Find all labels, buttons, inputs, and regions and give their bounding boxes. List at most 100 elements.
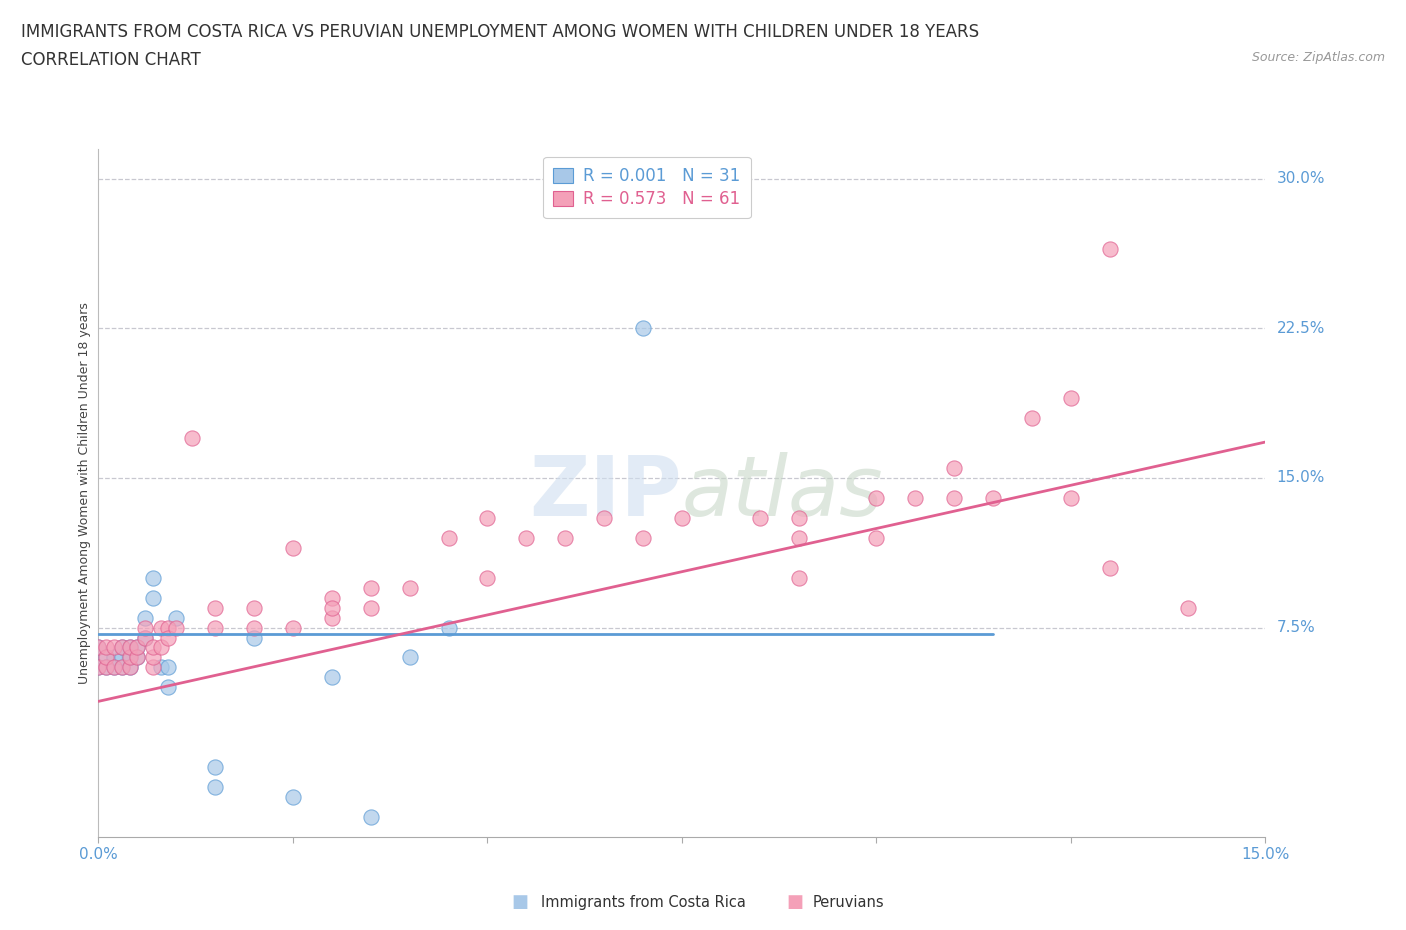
Point [437, 620, 460, 635]
Point [787, 511, 810, 525]
Point [157, 680, 180, 695]
Point [204, 760, 226, 775]
Point [111, 640, 134, 655]
Point [103, 660, 125, 675]
Point [981, 490, 1004, 505]
Point [865, 530, 887, 545]
Point [321, 591, 343, 605]
Point [157, 631, 180, 645]
Point [118, 640, 141, 655]
Point [515, 530, 537, 545]
Point [111, 650, 134, 665]
Text: CORRELATION CHART: CORRELATION CHART [21, 51, 201, 69]
Point [281, 790, 304, 804]
Text: 7.5%: 7.5% [1277, 620, 1315, 635]
Point [134, 631, 156, 645]
Point [127, 640, 149, 655]
Point [204, 600, 226, 615]
Point [165, 610, 187, 625]
Point [142, 640, 165, 655]
Point [96, 650, 118, 665]
Point [631, 321, 654, 336]
Point [103, 650, 125, 665]
Point [477, 570, 499, 585]
Point [321, 610, 343, 625]
Point [142, 650, 165, 665]
Point [96, 640, 118, 655]
Text: Peruvians: Peruvians [813, 895, 884, 910]
Point [398, 580, 420, 595]
Point [142, 570, 165, 585]
Text: Immigrants from Costa Rica: Immigrants from Costa Rica [541, 895, 747, 910]
Point [865, 490, 887, 505]
Point [142, 591, 165, 605]
Point [142, 660, 165, 675]
Point [118, 660, 141, 675]
Point [127, 650, 149, 665]
Point [554, 530, 576, 545]
Point [477, 511, 499, 525]
Point [180, 431, 202, 445]
Point [149, 640, 172, 655]
Point [321, 600, 343, 615]
Point [204, 620, 226, 635]
Point [165, 620, 187, 635]
Point [360, 600, 382, 615]
Point [1021, 411, 1043, 426]
Text: 30.0%: 30.0% [1277, 171, 1324, 186]
Point [321, 670, 343, 684]
Point [134, 610, 156, 625]
Point [748, 511, 770, 525]
Point [87, 660, 110, 675]
Point [243, 620, 266, 635]
Point [118, 640, 141, 655]
Point [360, 580, 382, 595]
Text: 22.5%: 22.5% [1277, 321, 1324, 336]
Point [904, 490, 927, 505]
Point [103, 640, 125, 655]
Point [281, 620, 304, 635]
Point [134, 620, 156, 635]
Point [87, 660, 110, 675]
Point [103, 660, 125, 675]
Y-axis label: Unemployment Among Women with Children Under 18 years: Unemployment Among Women with Children U… [79, 302, 91, 684]
Point [127, 650, 149, 665]
Point [87, 640, 110, 655]
Point [96, 650, 118, 665]
Point [593, 511, 616, 525]
Text: ■: ■ [512, 893, 529, 911]
Point [96, 660, 118, 675]
Point [204, 779, 226, 794]
Point [1060, 391, 1083, 405]
Point [149, 660, 172, 675]
Text: ■: ■ [786, 893, 803, 911]
Text: ZIP: ZIP [530, 452, 682, 534]
Point [1098, 241, 1121, 256]
Point [118, 650, 141, 665]
Point [243, 631, 266, 645]
Point [134, 631, 156, 645]
Text: Source: ZipAtlas.com: Source: ZipAtlas.com [1251, 51, 1385, 64]
Point [787, 530, 810, 545]
Point [127, 640, 149, 655]
Point [149, 620, 172, 635]
Point [111, 660, 134, 675]
Point [1098, 560, 1121, 575]
Text: atlas: atlas [682, 452, 883, 534]
Point [360, 810, 382, 825]
Point [96, 660, 118, 675]
Point [157, 660, 180, 675]
Point [787, 570, 810, 585]
Point [671, 511, 693, 525]
Point [157, 620, 180, 635]
Point [398, 650, 420, 665]
Point [87, 640, 110, 655]
Point [943, 490, 966, 505]
Text: IMMIGRANTS FROM COSTA RICA VS PERUVIAN UNEMPLOYMENT AMONG WOMEN WITH CHILDREN UN: IMMIGRANTS FROM COSTA RICA VS PERUVIAN U… [21, 23, 979, 41]
Point [1060, 490, 1083, 505]
Point [243, 600, 266, 615]
Point [631, 530, 654, 545]
Point [111, 640, 134, 655]
Text: 15.0%: 15.0% [1277, 471, 1324, 485]
Legend: R = 0.001   N = 31, R = 0.573   N = 61: R = 0.001 N = 31, R = 0.573 N = 61 [543, 157, 751, 219]
